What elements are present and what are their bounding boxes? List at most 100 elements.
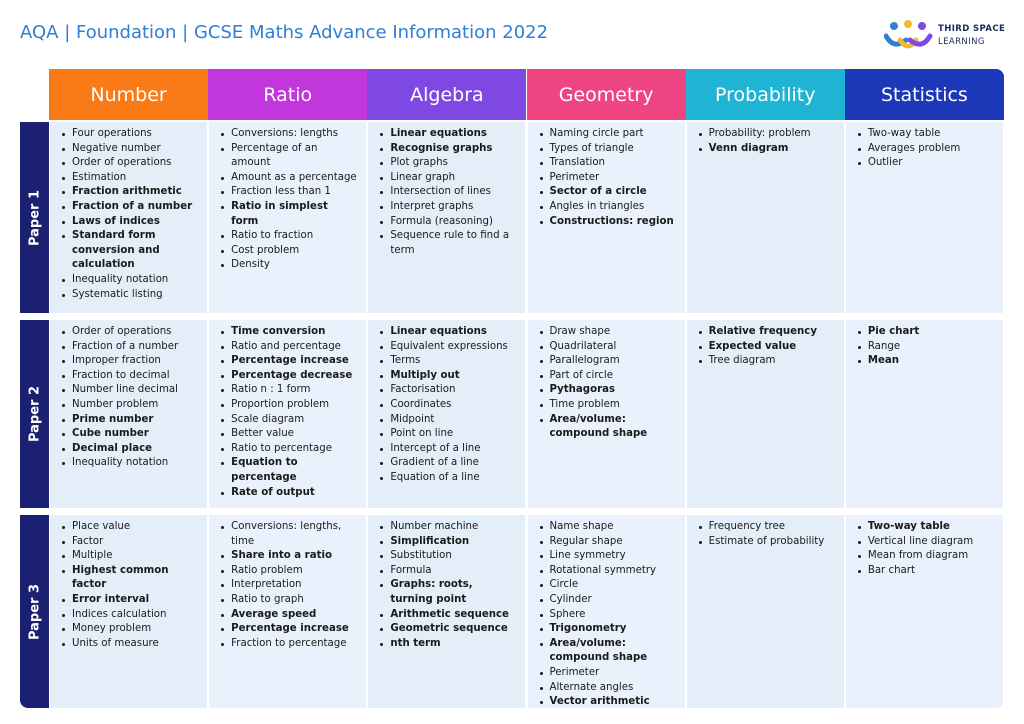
topic-list: Linear equations Equivalent expressions Te…	[376, 325, 517, 486]
topic-item: Draw shape	[539, 325, 677, 340]
topic-item: Perimeter	[539, 171, 677, 186]
topic-item: Scale diagram	[221, 413, 358, 428]
topic-item: Equation of a line	[380, 471, 517, 486]
topic-item: Ratio to fraction	[221, 229, 358, 244]
topic-item: Density	[221, 258, 358, 273]
topic-item: Regular shape	[539, 535, 677, 550]
topic-list: Pie chart Range Mean	[854, 325, 995, 369]
topic-item: Number line decimal	[61, 383, 199, 398]
topic-item: Alternate angles	[539, 681, 677, 696]
topic-item: Trigonometry	[539, 622, 677, 637]
topic-item: Line symmetry	[539, 549, 677, 564]
column-header: Probability	[685, 69, 845, 120]
topic-item: Prime number	[61, 413, 199, 428]
topic-item: Time conversion	[221, 325, 358, 340]
row-label: Paper 2	[20, 320, 49, 508]
topic-item: Linear graph	[380, 171, 517, 186]
topic-item: Vector arithmetic	[539, 695, 677, 708]
topic-list: Two-way table Averages problem Outlier	[854, 127, 995, 171]
cell: Conversions: lengths Percentage of an amo…	[209, 122, 367, 313]
topic-item: Percentage increase	[221, 622, 358, 637]
topic-item: Two-way table	[857, 127, 995, 142]
topic-item: Amount as a percentage	[221, 171, 358, 186]
cell: Pie chart Range Mean	[845, 320, 1003, 508]
topic-item: Ratio and percentage	[221, 340, 358, 355]
topic-item: Inequality notation	[61, 273, 199, 288]
topic-item: Estimation	[61, 171, 199, 186]
topic-item: Vertical line diagram	[857, 535, 995, 550]
topic-item: Intersection of lines	[380, 185, 517, 200]
topic-list: Linear equations Recognise graphs Plot gra…	[376, 127, 517, 258]
topic-item: Simplification	[380, 535, 517, 550]
topic-item: Intercept of a line	[380, 442, 517, 457]
topic-item: Conversions: lengths, time	[221, 520, 358, 549]
topic-item: Multiple	[61, 549, 199, 564]
topic-item: Coordinates	[380, 398, 517, 413]
topic-item: Units of measure	[61, 637, 199, 652]
topic-item: Interpretation	[221, 578, 358, 593]
topic-item: Better value	[221, 427, 358, 442]
topic-item: Time problem	[539, 398, 677, 413]
topic-item: Substitution	[380, 549, 517, 564]
topic-item: Translation	[539, 156, 677, 171]
topic-item: Perimeter	[539, 666, 677, 681]
topic-item: Outlier	[857, 156, 995, 171]
topic-item: Constructions: region	[539, 215, 677, 230]
topic-item: Frequency tree	[698, 520, 836, 535]
topic-item: Name shape	[539, 520, 677, 535]
topic-item: Terms	[380, 354, 517, 369]
topic-item: Ratio n : 1 form	[221, 383, 358, 398]
topic-item: Ratio in simplest form	[221, 200, 358, 229]
topic-list: Relative frequency Expected value Tree dia…	[695, 325, 836, 369]
topic-list: Two-way table Vertical line diagram Mean f…	[854, 520, 995, 578]
topic-list: Number machine Simplification Substitution…	[376, 520, 517, 651]
column-header: Statistics	[844, 69, 1004, 120]
topic-item: Graphs: roots, turning point	[380, 578, 517, 607]
topic-item: Ratio to graph	[221, 593, 358, 608]
topic-item: Cube number	[61, 427, 199, 442]
logo: THIRD SPACE LEARNING	[884, 18, 1014, 54]
topic-item: Improper fraction	[61, 354, 199, 369]
topic-item: Types of triangle	[539, 142, 677, 157]
topic-item: nth term	[380, 637, 517, 652]
topic-item: Negative number	[61, 142, 199, 157]
column-header: Algebra	[367, 69, 527, 120]
topic-item: Angles in triangles	[539, 200, 677, 215]
topic-item: Highest common factor	[61, 564, 199, 593]
topic-item: Linear equations	[380, 127, 517, 142]
topic-item: Area/volume: compound shape	[539, 637, 677, 666]
topic-item: Arithmetic sequence	[380, 608, 517, 623]
cell: Naming circle part Types of triangle Trans…	[527, 122, 685, 313]
column-header: Geometry	[526, 69, 686, 120]
column-header: Number	[49, 69, 209, 120]
row-label-text: Paper 2	[27, 385, 42, 443]
topic-item: Standard form conversion and calculation	[61, 229, 199, 273]
topic-list: Name shape Regular shape Line symmetry Rota…	[536, 520, 677, 708]
topic-item: Averages problem	[857, 142, 995, 157]
topic-list: Four operations Negative number Order of o…	[58, 127, 199, 302]
topic-item: Rotational symmetry	[539, 564, 677, 579]
topic-item: Fraction to percentage	[221, 637, 358, 652]
topic-item: Parallelogram	[539, 354, 677, 369]
cell: Two-way table Vertical line diagram Mean f…	[845, 515, 1003, 708]
topic-list: Conversions: lengths Percentage of an amo…	[217, 127, 358, 273]
logo-text: THIRD SPACE	[938, 24, 1006, 34]
cell: Four operations Negative number Order of o…	[50, 122, 208, 313]
topic-item: Expected value	[698, 340, 836, 355]
topic-item: Equivalent expressions	[380, 340, 517, 355]
topic-item: Place value	[61, 520, 199, 535]
column-header: Ratio	[208, 69, 368, 120]
topic-item: Order of operations	[61, 156, 199, 171]
topic-item: Factorisation	[380, 383, 517, 398]
topic-item: Number machine	[380, 520, 517, 535]
topic-item: Linear equations	[380, 325, 517, 340]
topic-list: Order of operations Fraction of a number I…	[58, 325, 199, 471]
topic-list: Frequency tree Estimate of probability	[695, 520, 836, 549]
topic-item: Systematic listing	[61, 288, 199, 303]
topic-item: Midpoint	[380, 413, 517, 428]
topic-item: Fraction of a number	[61, 200, 199, 215]
topic-item: Interpret graphs	[380, 200, 517, 215]
topic-item: Sequence rule to find a term	[380, 229, 517, 258]
logo-icon	[884, 20, 933, 49]
